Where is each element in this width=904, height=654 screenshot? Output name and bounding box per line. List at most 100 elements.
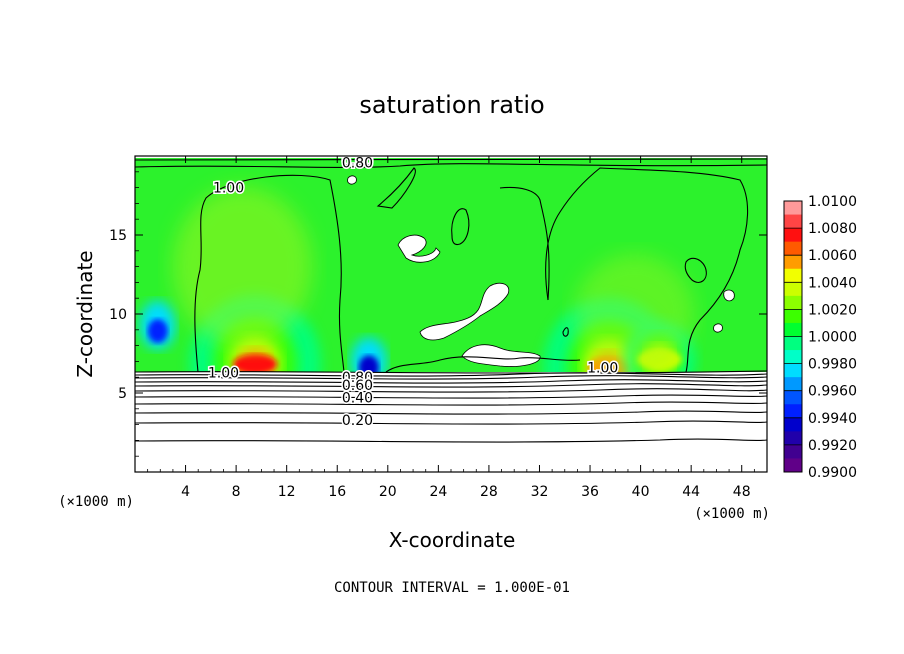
x-tick-label: 36 [581,484,599,500]
colorbar-label: 1.0080 [808,221,857,237]
colorbar-label: 1.0060 [808,248,857,264]
cloud-gap [713,323,723,333]
chart-title: saturation ratio [359,91,544,119]
contour-label: 0.60 [342,154,373,170]
contour-labels: 1.001.00 1.000.800.600.400.200.600.80 [206,154,619,430]
colorbar-swatches [784,201,802,473]
x-tick-label: 44 [682,484,700,500]
contour-line [135,401,767,406]
plume-core [233,354,278,375]
contour-line [562,327,569,337]
colorbar-label: 0.9960 [808,384,857,400]
x-tick-label: 24 [429,484,447,500]
contour-line [684,257,707,283]
contour-line [135,420,767,425]
colorbar-swatch [784,363,802,378]
x-units-right: (×1000 m) [694,506,770,522]
contour-label: 0.80 [342,370,373,386]
colorbar-swatch [784,214,802,229]
cloud-gap [397,234,441,263]
colorbar-label: 1.0040 [808,275,857,291]
y-ticks: 5 10 15 [109,171,767,457]
contour-line [135,388,767,393]
colorbar-label: 0.9940 [808,411,857,427]
cloud-gap [723,289,735,302]
cloud-gap [419,282,510,341]
colorbar-swatch [784,417,802,432]
colorbar-swatch [784,458,802,473]
colorbar: 1.0100 1.0080 1.0060 1.0040 1.0020 1.0000 0.99… [783,194,857,481]
contour-line [376,167,416,209]
colorbar-swatch [784,377,802,392]
colorbar-label: 0.9920 [808,438,857,454]
contour-line [135,410,767,415]
colorbar-swatch [784,309,802,324]
cloud-gap [347,175,357,185]
contour-line [135,394,767,399]
cloud-gap [461,344,541,367]
x-tick-label: 20 [379,484,397,500]
contour-label: 1.00 [208,365,239,381]
colorbar-swatch [784,282,802,297]
colorbar-swatch [784,390,802,405]
contour-line [194,174,345,373]
y-tick-label: 10 [109,307,127,323]
contour-label: 0.20 [342,413,373,429]
moist-column [172,186,313,347]
x-units-left: (×1000 m) [58,494,134,510]
x-tick-label: 16 [328,484,346,500]
x-tick-label: 40 [632,484,650,500]
y-tick-label: 15 [109,228,127,244]
contour-line [135,158,767,161]
x-tick-label: 8 [232,484,241,500]
y-tick-label: 5 [118,386,127,402]
colorbar-swatch [784,322,802,337]
cloud-gaps [347,175,735,367]
contour-line [135,163,767,168]
colorbar-swatch [784,336,802,351]
contour-line [135,383,767,388]
colorbar-swatch [784,431,802,446]
colorbar-swatch [784,268,802,283]
contour-line [499,186,550,301]
contour-interval-note: CONTOUR INTERVAL = 1.000E-01 [334,580,570,596]
contour-line [385,356,581,373]
contour-line [135,372,767,377]
colorbar-labels: 1.0100 1.0080 1.0060 1.0040 1.0020 1.0000 0.99… [784,194,857,481]
contour-label: 0.40 [342,391,373,407]
contour-lines [135,158,767,443]
contour-line [135,370,767,374]
colorbar-label: 0.9980 [808,357,857,373]
colorbar-swatch [784,350,802,365]
dry-core [147,319,168,344]
colorbar-swatch [784,241,802,256]
colorbar-label: 1.0000 [808,330,857,346]
x-tick-label: 32 [531,484,549,500]
contour-line [135,438,767,443]
contour-label: 0.60 [342,378,373,394]
contour-label: 1.00 [587,361,618,377]
contour-line [451,208,470,246]
contour-line [545,167,749,373]
moist-column [574,254,695,374]
x-tick-label: 28 [480,484,498,500]
colorbar-swatch [784,404,802,419]
colorbar-swatch [784,444,802,459]
x-tick-label: 4 [181,484,190,500]
y-axis-label: Z-coordinate [73,250,97,377]
contour-line [135,379,767,384]
colorbar-label: 1.0020 [808,302,857,318]
colorbar-swatch [784,255,802,270]
colorbar-swatch [784,295,802,310]
contour-label: 1.00 [213,181,244,197]
colorbar-swatch [784,228,802,243]
colorbar-label: 0.9900 [808,465,857,481]
contour-label: 0.80 [342,155,373,171]
colorbar-label: 1.0100 [808,194,857,210]
colorbar-swatch [784,201,802,216]
x-tick-label: 48 [733,484,751,500]
x-axis-label: X-coordinate [389,528,516,552]
x-tick-label: 12 [278,484,296,500]
